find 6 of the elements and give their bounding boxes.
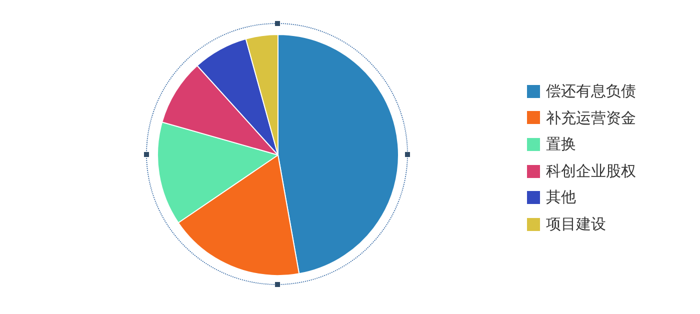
legend-label: 偿还有息负债 (546, 81, 636, 102)
legend-label: 项目建设 (546, 214, 606, 235)
legend-label: 科创企业股权 (546, 160, 636, 182)
legend-label: 置换 (546, 134, 576, 156)
legend-label: 其他 (546, 187, 576, 208)
legend-label: 补充运营资金 (546, 108, 636, 129)
